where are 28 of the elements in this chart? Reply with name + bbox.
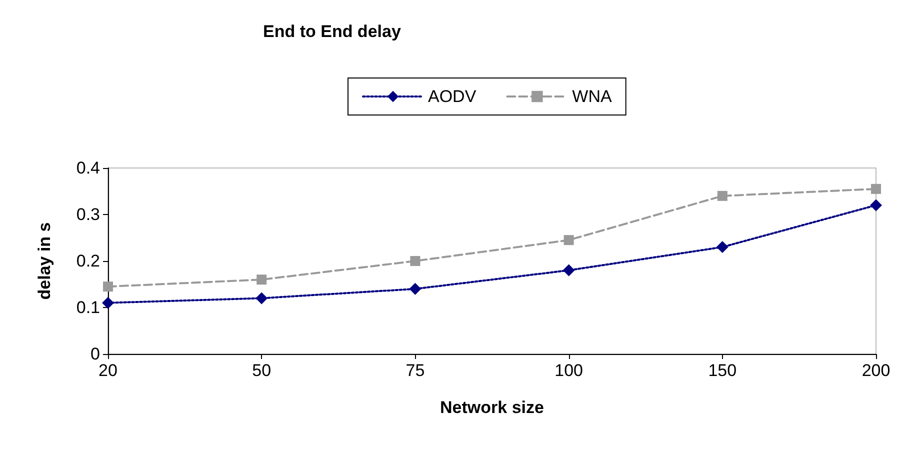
legend-label: WNA (572, 87, 612, 106)
point (409, 282, 422, 295)
point (102, 296, 114, 309)
point (256, 274, 267, 285)
y-tick-label: 0.2 (76, 252, 100, 270)
point (103, 282, 113, 292)
point (870, 199, 882, 212)
y-tick-label: 0.3 (76, 205, 100, 224)
point (871, 184, 881, 194)
y-tick-label: 0 (90, 344, 100, 364)
point (410, 256, 420, 266)
y-tick-label: 0.4 (76, 158, 100, 178)
x-axis-title: Network size (440, 398, 544, 417)
x-tick-label: 75 (406, 361, 425, 380)
x-tick-label: 100 (554, 361, 583, 380)
chart-title: End to End delay (263, 22, 402, 41)
x-tick-label: 200 (862, 361, 890, 380)
point (716, 241, 728, 254)
x-tick-label: 150 (708, 361, 737, 380)
point (717, 190, 728, 201)
y-axis-title: delay in s (35, 222, 54, 300)
point (256, 292, 268, 304)
x-tick-label: 20 (98, 361, 118, 380)
legend-label: AODV (428, 87, 477, 106)
x-tick-label: 50 (252, 361, 272, 380)
point (564, 235, 574, 246)
y-tick-label: 0.1 (76, 298, 100, 317)
point (562, 264, 575, 276)
